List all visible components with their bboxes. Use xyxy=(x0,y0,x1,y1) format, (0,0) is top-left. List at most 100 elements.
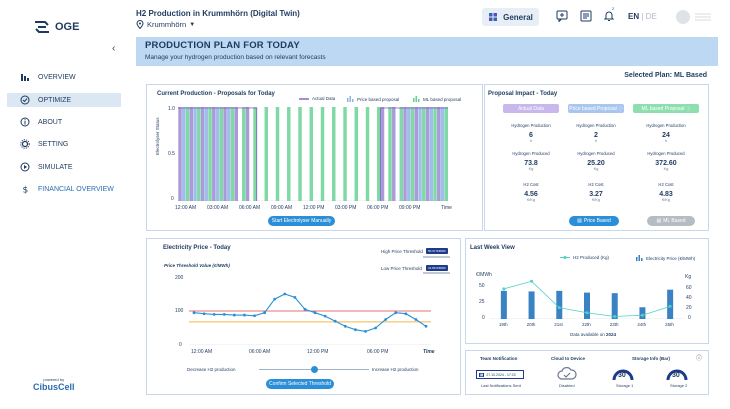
price-chart[interactable] xyxy=(189,277,431,345)
price-point xyxy=(232,313,236,317)
x-tick: 12:00 AM xyxy=(191,349,213,355)
price-card: Electricity Price - Today High Price Thr… xyxy=(146,238,461,395)
cloud-title: Cloud to Device xyxy=(551,356,586,361)
footer-year: 2024 xyxy=(606,332,617,337)
collapse-sidebar-icon[interactable]: ‹ xyxy=(112,43,116,54)
grid-icon xyxy=(489,13,498,21)
legend-bars-icon xyxy=(347,96,354,102)
bar-2-15 xyxy=(354,107,358,201)
ml-based-button[interactable]: ▤ ML Based xyxy=(647,216,695,226)
cell-value: 372.60 xyxy=(655,160,677,167)
powered-by-text: powered by xyxy=(43,377,65,382)
logo[interactable]: OGE xyxy=(33,20,79,34)
x-tick: 06:00 PM xyxy=(367,205,389,211)
info-icon xyxy=(20,117,30,127)
bar-0-23 xyxy=(437,107,441,201)
price-point xyxy=(333,319,337,323)
bar-2-3 xyxy=(219,107,223,201)
notification-count: 2 xyxy=(612,6,615,11)
proposal-title: Proposal Impact - Today xyxy=(488,91,558,97)
cell-price-production: Hydrogen Production 2 h xyxy=(564,123,628,143)
price-point xyxy=(343,324,347,328)
gear-icon xyxy=(20,139,30,149)
bar-2-18 xyxy=(388,107,392,201)
sidebar-item-about[interactable]: ABOUT xyxy=(7,115,121,129)
avatar[interactable] xyxy=(676,10,690,24)
y-tick-left: 25 xyxy=(479,299,485,305)
bar-2-14 xyxy=(343,107,347,201)
bar-2-16 xyxy=(365,107,370,201)
sidebar-item-overview[interactable]: OVERVIEW xyxy=(7,70,121,84)
low-threshold-slider[interactable] xyxy=(423,272,450,274)
bar-2-6 xyxy=(253,107,257,201)
h2-point xyxy=(640,313,644,317)
lang-de[interactable]: DE xyxy=(645,12,657,21)
legend-bars-icon xyxy=(413,96,420,102)
legend-label: Actual Data xyxy=(312,96,336,101)
bar-2-7 xyxy=(264,107,268,201)
bar-1-23 xyxy=(440,107,445,201)
cell-label: Hydrogen Produced xyxy=(512,151,550,156)
lang-en[interactable]: EN xyxy=(628,12,640,21)
cell-unit: €/Kg xyxy=(527,198,535,202)
location-text: Krummhörn xyxy=(147,20,187,29)
threshold-slider-handle[interactable] xyxy=(311,366,318,373)
x-tick: 06:00 PM xyxy=(367,349,389,355)
week-bar xyxy=(556,290,563,319)
bar-2-9 xyxy=(287,107,291,201)
y-tick-right: 20 xyxy=(686,305,692,311)
price-point xyxy=(263,311,267,315)
cell-value: 25.20 xyxy=(587,160,605,167)
add-message-icon[interactable] xyxy=(556,10,568,22)
sidebar-item-simulate[interactable]: SIMULATE xyxy=(7,160,121,174)
bar-2-17 xyxy=(377,107,381,201)
price-point xyxy=(384,318,388,321)
bar-1-2 xyxy=(204,107,208,201)
lastweek-chart[interactable] xyxy=(490,275,684,319)
production-chart[interactable] xyxy=(178,107,448,201)
sidebar-item-financial-overview[interactable]: $ FINANCIAL OVERVIEW xyxy=(7,182,121,196)
cell-ml-production: Hydrogen Production 24 h xyxy=(633,123,699,143)
date-text: 27.10.2024 - 17:20 xyxy=(486,372,516,377)
menu-icon[interactable] xyxy=(694,12,712,22)
cell-ml-h2: Hydrogen Produced 372.60 Kg xyxy=(633,151,699,171)
price-point xyxy=(212,313,216,316)
cell-unit: h xyxy=(529,139,533,143)
cell-value: 73.8 xyxy=(524,160,538,167)
bar-0-0 xyxy=(178,107,182,201)
info-icon: ⓘ xyxy=(686,105,691,111)
bell-icon[interactable] xyxy=(603,10,615,22)
bar-2-2 xyxy=(208,107,212,201)
high-threshold-slider[interactable] xyxy=(423,256,450,258)
sidebar-item-setting[interactable]: SETTING xyxy=(7,137,121,151)
info-icon: ⓘ xyxy=(618,105,623,111)
price-point xyxy=(414,318,418,321)
cloud-sub: Disabled xyxy=(559,383,575,388)
bar-0-5 xyxy=(234,107,238,201)
bar-1-4 xyxy=(227,107,231,201)
price-ylabel: Price Threshold Value (€/MWh) xyxy=(164,263,230,268)
proposal-card: Proposal Impact - Today Actual Data Pric… xyxy=(484,84,709,231)
info-icon[interactable]: ⓘ xyxy=(696,356,703,362)
sidebar-item-label: SETTING xyxy=(38,140,69,148)
location-select[interactable]: Krummhörn ▼ xyxy=(136,20,195,29)
price-point xyxy=(202,312,206,316)
cell-unit: Kg xyxy=(593,167,599,171)
confirm-threshold-button[interactable]: Confirm Selected Threshold xyxy=(266,379,334,389)
price-point xyxy=(364,330,367,333)
document-icon: ▤ xyxy=(577,218,582,224)
cell-value: 4.83 xyxy=(659,191,673,198)
general-button[interactable]: General xyxy=(482,8,539,26)
logo-text: OGE xyxy=(55,21,80,33)
x-tick: 06:00 AM xyxy=(249,349,271,355)
cell-price-cost: H2 Cost 3.27 €/Kg xyxy=(564,182,628,202)
sidebar-item-optimize[interactable]: OPTIMIZE xyxy=(7,93,121,107)
language-switch[interactable]: EN | DE xyxy=(628,12,657,21)
price-based-button[interactable]: ▤ Price Based xyxy=(569,216,619,226)
start-electrolyser-button[interactable]: Start Electrolyser Manually xyxy=(268,216,335,226)
cell-unit: Kg xyxy=(663,167,669,171)
bar-2-20 xyxy=(410,107,415,201)
selected-plan: Selected Plan: ML Based xyxy=(624,72,707,79)
calendar-icon: ▦ xyxy=(479,372,485,377)
notes-icon[interactable] xyxy=(580,10,592,22)
